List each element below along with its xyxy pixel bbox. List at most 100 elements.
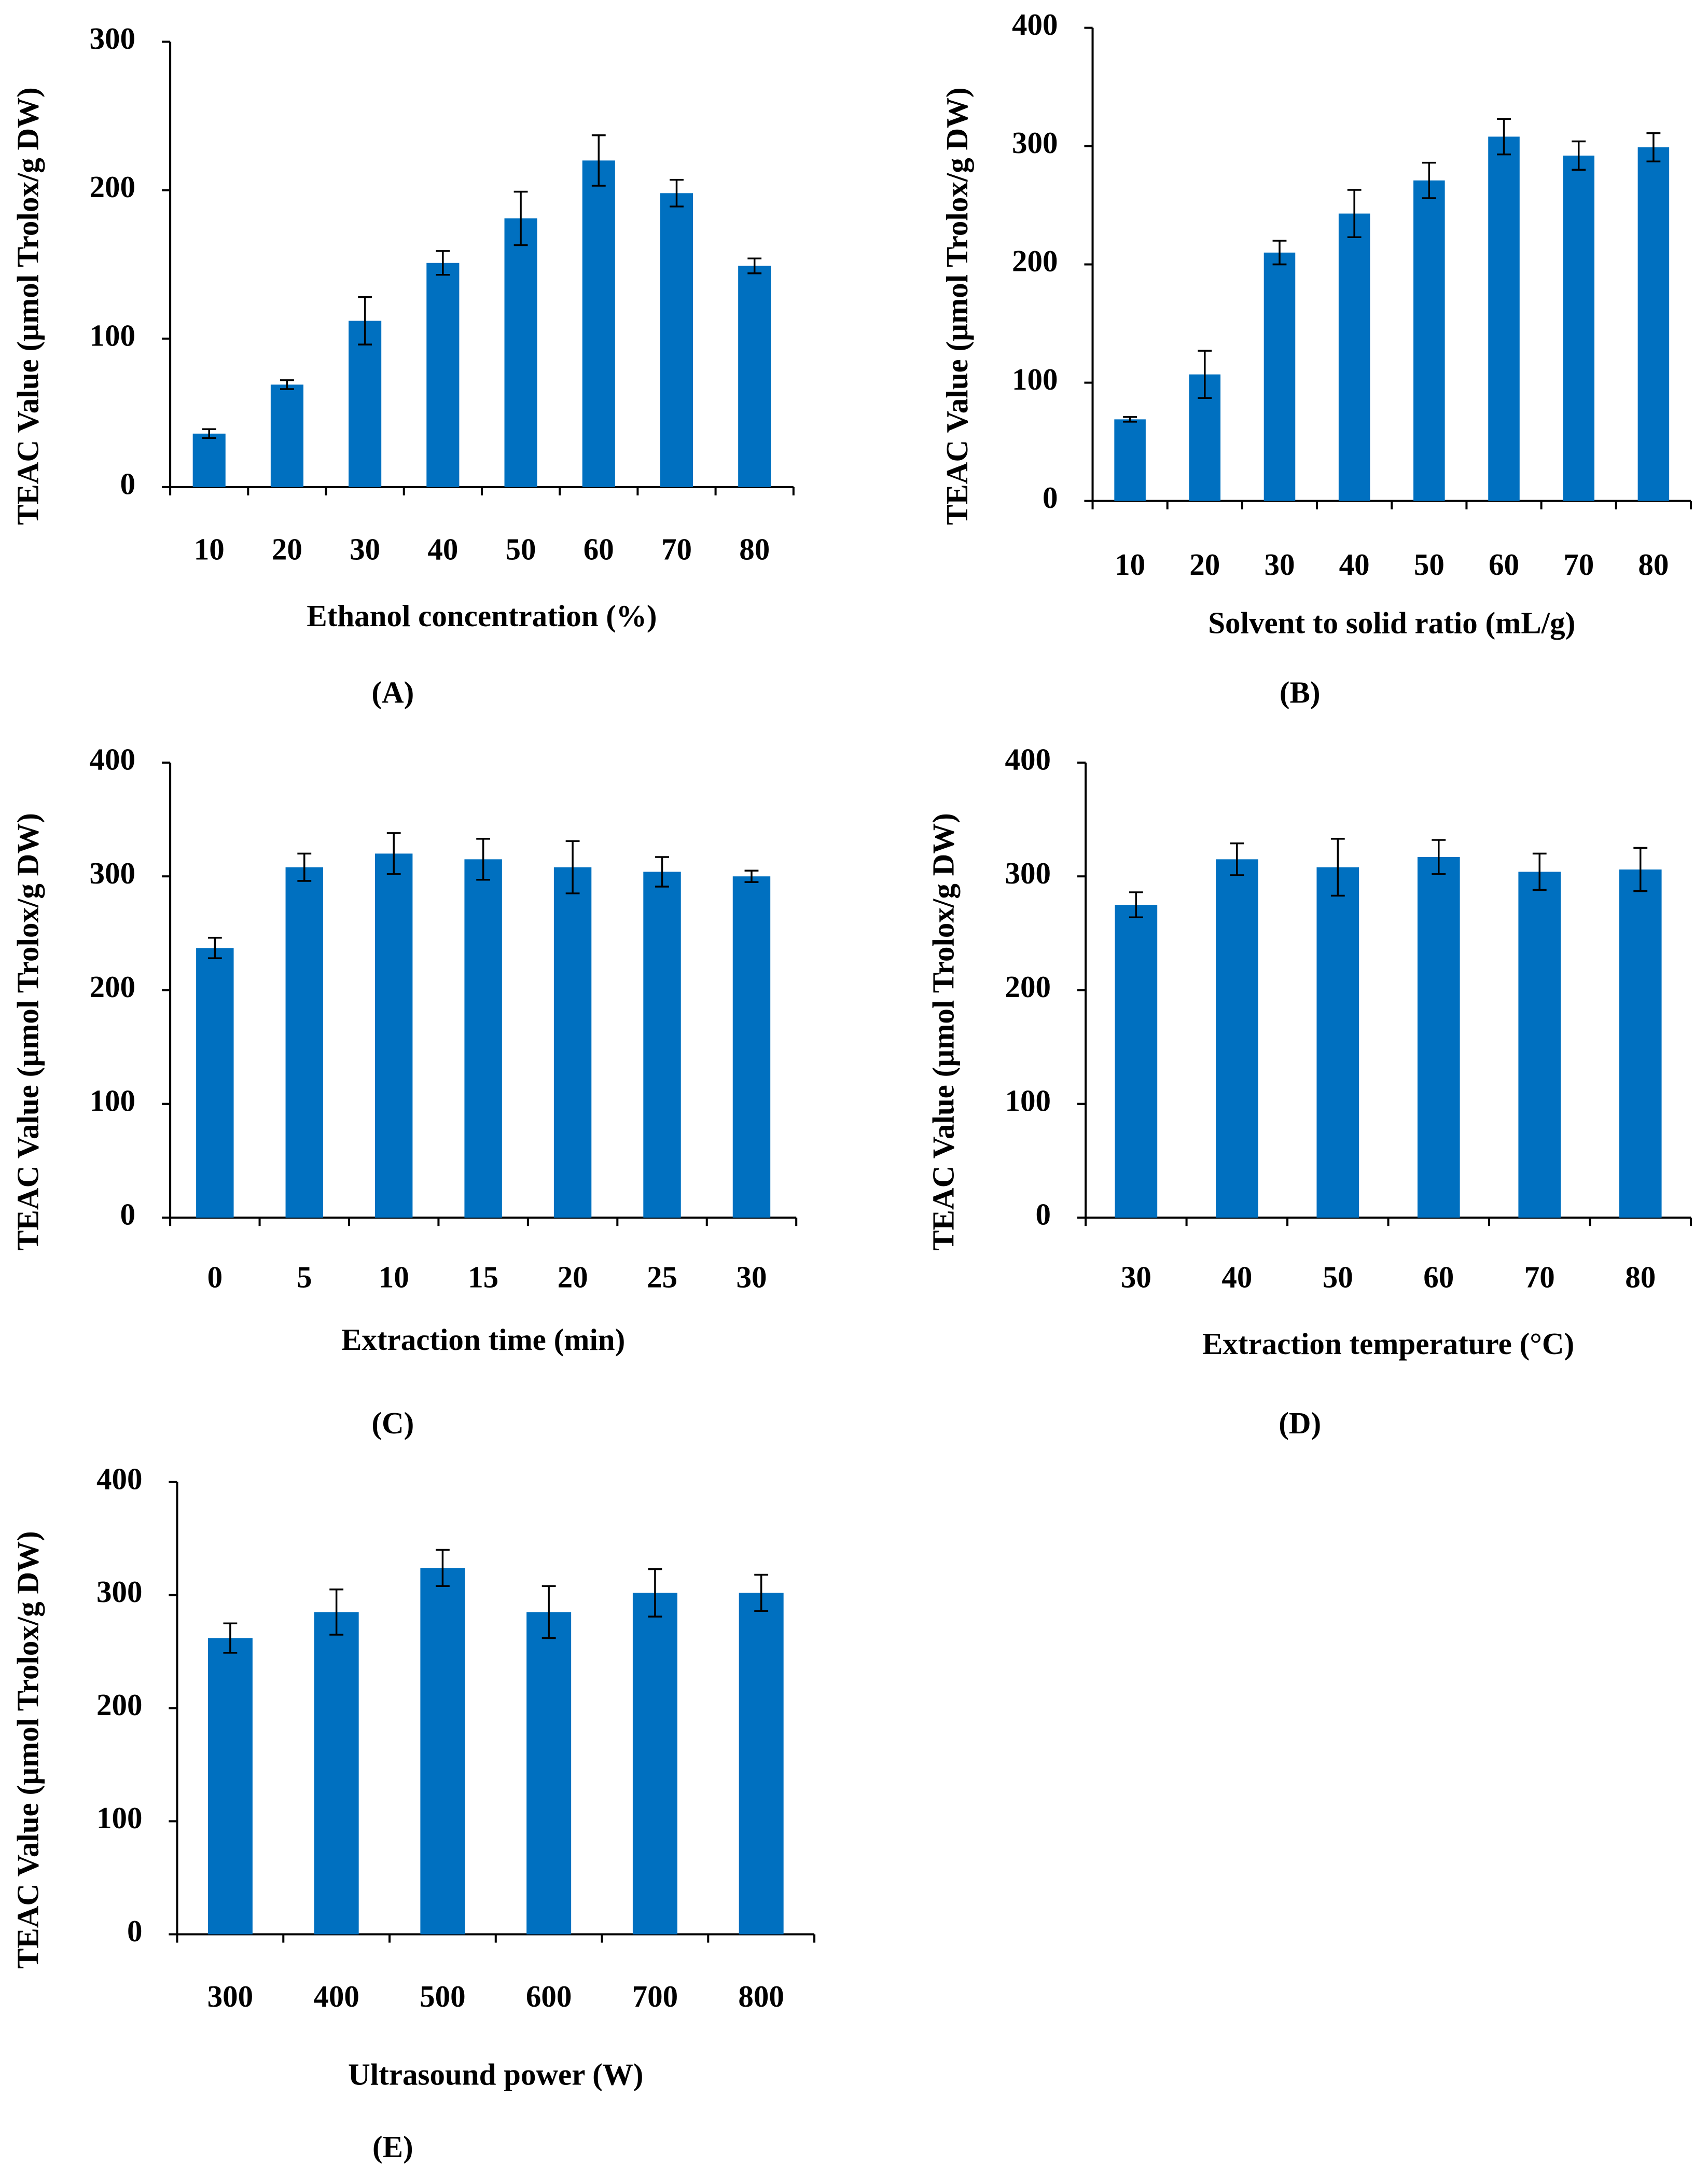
y-tick-label: 200 [96, 1688, 142, 1722]
x-tick-label: 30 [1264, 547, 1295, 582]
error-bar [1646, 132, 1661, 163]
error-bar [386, 832, 401, 875]
y-tick-label: 100 [90, 318, 135, 352]
error-bar [1497, 118, 1511, 156]
error-bar [1198, 350, 1212, 399]
panel-label: (B) [1280, 675, 1321, 710]
bar [1115, 905, 1158, 1218]
x-tick-label: 10 [194, 532, 225, 566]
error-bar [747, 257, 762, 274]
error-bar [329, 1589, 344, 1636]
y-tick-label: 200 [90, 970, 135, 1004]
x-tick-label: 15 [468, 1260, 498, 1294]
error-bar [754, 1573, 769, 1612]
error-bar [1432, 839, 1446, 875]
error-bar [670, 178, 684, 208]
y-tick-label: 300 [96, 1575, 142, 1609]
x-tick-label: 20 [1189, 547, 1220, 582]
bar [192, 433, 226, 487]
x-tick-label: 40 [1339, 547, 1370, 582]
error-bar [1330, 838, 1345, 897]
y-tick-label: 300 [90, 21, 135, 56]
y-tick-label: 400 [96, 1461, 142, 1496]
bar [1619, 869, 1662, 1218]
panel-label: (C) [371, 1406, 414, 1440]
error-bar [1572, 140, 1586, 171]
x-tick-label: 70 [661, 532, 692, 566]
x-axis-label: Extraction temperature (°C) [1202, 1327, 1574, 1361]
x-tick-label: 50 [1414, 547, 1445, 582]
y-axis-label: TEAC Value (µmol Trolox/g DW) [10, 813, 45, 1251]
y-tick-label: 200 [90, 170, 135, 204]
x-tick-label: 10 [379, 1260, 409, 1294]
bar [1215, 859, 1258, 1218]
x-axis-label: Ultrasound power (W) [348, 2057, 643, 2091]
error-bar [358, 296, 372, 346]
x-tick-label: 600 [526, 1979, 572, 2013]
error-bar [655, 856, 669, 888]
error-bar [744, 869, 759, 883]
bar [1488, 136, 1520, 501]
bar [732, 876, 771, 1218]
error-bar [1123, 416, 1137, 423]
bar [314, 1612, 359, 1935]
bar [420, 1568, 465, 1935]
bar [270, 384, 303, 487]
x-tick-label: 80 [1625, 1260, 1656, 1294]
y-tick-label: 200 [1005, 970, 1051, 1004]
error-bar [1347, 189, 1362, 238]
y-tick-label: 400 [90, 742, 135, 777]
bar [738, 266, 771, 487]
y-axis-label: TEAC Value (µmol Trolox/g DW) [10, 1531, 45, 1969]
error-bar [202, 428, 216, 439]
x-tick-label: 5 [297, 1260, 312, 1294]
error-bar [513, 190, 528, 246]
x-tick-label: 10 [1115, 547, 1145, 582]
bar [1413, 180, 1445, 501]
panel-label: (D) [1279, 1406, 1321, 1440]
x-tick-label: 70 [1563, 547, 1594, 582]
x-tick-label: 60 [584, 532, 614, 566]
error-bar [591, 134, 606, 187]
x-tick-label: 20 [272, 532, 302, 566]
y-tick-label: 0 [120, 1197, 135, 1232]
x-tick-label: 20 [558, 1260, 588, 1294]
error-bar [1633, 847, 1648, 892]
error-bar [1422, 161, 1436, 199]
x-tick-label: 40 [427, 532, 458, 566]
bar [660, 193, 693, 487]
bar [426, 263, 460, 487]
bar [196, 948, 234, 1218]
y-tick-label: 300 [1005, 856, 1051, 890]
y-tick-label: 200 [1012, 244, 1058, 278]
error-bar [1272, 240, 1287, 266]
y-tick-label: 300 [1012, 126, 1058, 160]
bar [1338, 213, 1370, 501]
bar [1316, 867, 1359, 1218]
bar [285, 867, 323, 1218]
bar [374, 853, 413, 1218]
x-tick-label: 30 [1121, 1260, 1151, 1294]
x-tick-label: 25 [647, 1260, 677, 1294]
y-tick-label: 100 [96, 1801, 142, 1835]
y-tick-label: 400 [1012, 7, 1058, 42]
panel-label: (E) [372, 2130, 413, 2164]
x-tick-label: 60 [1489, 547, 1519, 582]
x-axis-label: Extraction time (min) [341, 1322, 625, 1357]
x-tick-label: 700 [632, 1979, 678, 2013]
y-tick-label: 100 [1012, 362, 1058, 396]
error-bar [565, 840, 580, 894]
x-tick-label: 300 [207, 1979, 253, 2013]
bar [1114, 419, 1146, 501]
x-tick-label: 80 [739, 532, 770, 566]
x-axis-label: Solvent to solid ratio (mL/g) [1208, 606, 1575, 640]
bar [1518, 872, 1561, 1218]
x-tick-label: 0 [207, 1260, 223, 1294]
y-tick-label: 0 [120, 466, 135, 501]
y-tick-label: 0 [1036, 1197, 1051, 1232]
bar [349, 321, 382, 487]
error-bar [541, 1585, 556, 1639]
y-axis-label: TEAC Value (µmol Trolox/g DW) [940, 87, 974, 525]
panel-label: (A) [371, 675, 414, 710]
